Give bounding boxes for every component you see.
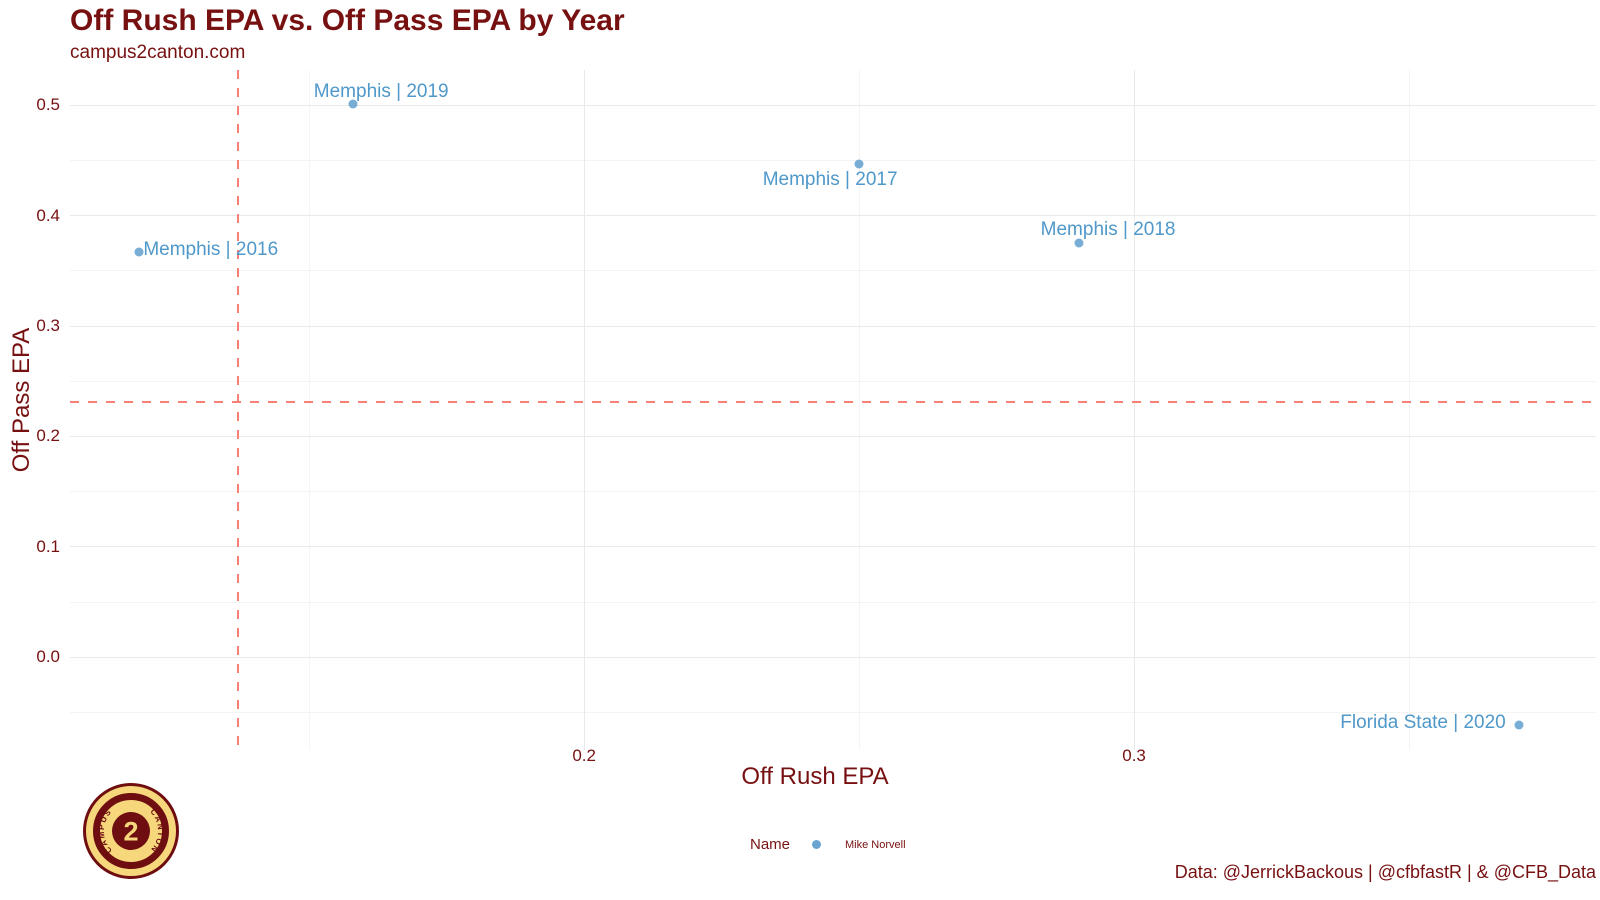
logo-center-disc — [112, 812, 150, 850]
campus2canton-logo: CAMPUS CANTON 2 — [83, 783, 179, 879]
grid-line-major-horizontal — [70, 325, 1596, 327]
y-tick-label: 0.4 — [36, 205, 60, 225]
grid-line-minor-horizontal — [70, 491, 1596, 493]
grid-line-minor-vertical — [858, 70, 860, 750]
y-tick-label: 0.2 — [36, 426, 60, 446]
data-point — [854, 159, 864, 169]
legend-point-icon — [812, 840, 822, 849]
data-point — [1514, 720, 1524, 730]
logo-ring — [93, 793, 169, 869]
y-tick-label: 0.3 — [36, 316, 60, 336]
grid-line-major-horizontal — [70, 435, 1596, 437]
chart-title: Off Rush EPA vs. Off Pass EPA by Year — [70, 4, 625, 37]
grid-line-major-horizontal — [70, 656, 1596, 658]
data-credit-caption: Data: @JerrickBackous | @cfbfastR | & @C… — [1174, 862, 1596, 882]
data-point-label: Memphis | 2016 — [143, 239, 279, 261]
grid-line-minor-horizontal — [70, 711, 1596, 713]
logo-text-campus: CAMPUS — [97, 807, 114, 855]
y-axis-title: Off Pass EPA — [8, 327, 35, 473]
legend-entry-label: Mike Norvell — [845, 838, 906, 851]
data-point-label: Memphis | 2018 — [1040, 219, 1176, 241]
x-tick-label: 0.2 — [572, 746, 596, 765]
reference-line-vertical — [236, 70, 239, 750]
x-axis-title: Off Rush EPA — [741, 763, 889, 790]
y-tick-label: 0.1 — [36, 536, 60, 556]
grid-line-major-horizontal — [70, 104, 1596, 106]
grid-line-major-horizontal — [70, 215, 1596, 217]
data-point-label: Memphis | 2019 — [313, 81, 449, 103]
grid-line-minor-vertical — [1408, 70, 1410, 750]
reference-line-horizontal — [70, 401, 1596, 404]
data-point-label: Florida State | 2020 — [1340, 711, 1506, 733]
y-tick-label: 0.5 — [36, 95, 60, 115]
data-point-label: Memphis | 2017 — [762, 168, 898, 190]
grid-line-minor-vertical — [308, 70, 310, 750]
y-tick-label: 0.0 — [36, 647, 60, 667]
grid-line-minor-horizontal — [70, 160, 1596, 162]
data-point — [1074, 238, 1084, 248]
x-tick-label: 0.3 — [1122, 746, 1146, 765]
grid-line-major-horizontal — [70, 546, 1596, 548]
legend-title: Name — [750, 836, 791, 853]
grid-line-major-vertical — [1133, 70, 1135, 750]
data-point — [134, 247, 144, 257]
legend: Name Mike Norvell — [750, 836, 906, 853]
grid-line-minor-horizontal — [70, 601, 1596, 603]
grid-line-minor-horizontal — [70, 270, 1596, 272]
logo-number-2: 2 — [123, 817, 138, 847]
grid-line-major-vertical — [583, 70, 585, 750]
grid-line-minor-horizontal — [70, 380, 1596, 382]
chart-subtitle: campus2canton.com — [70, 42, 246, 63]
data-point — [348, 99, 358, 109]
